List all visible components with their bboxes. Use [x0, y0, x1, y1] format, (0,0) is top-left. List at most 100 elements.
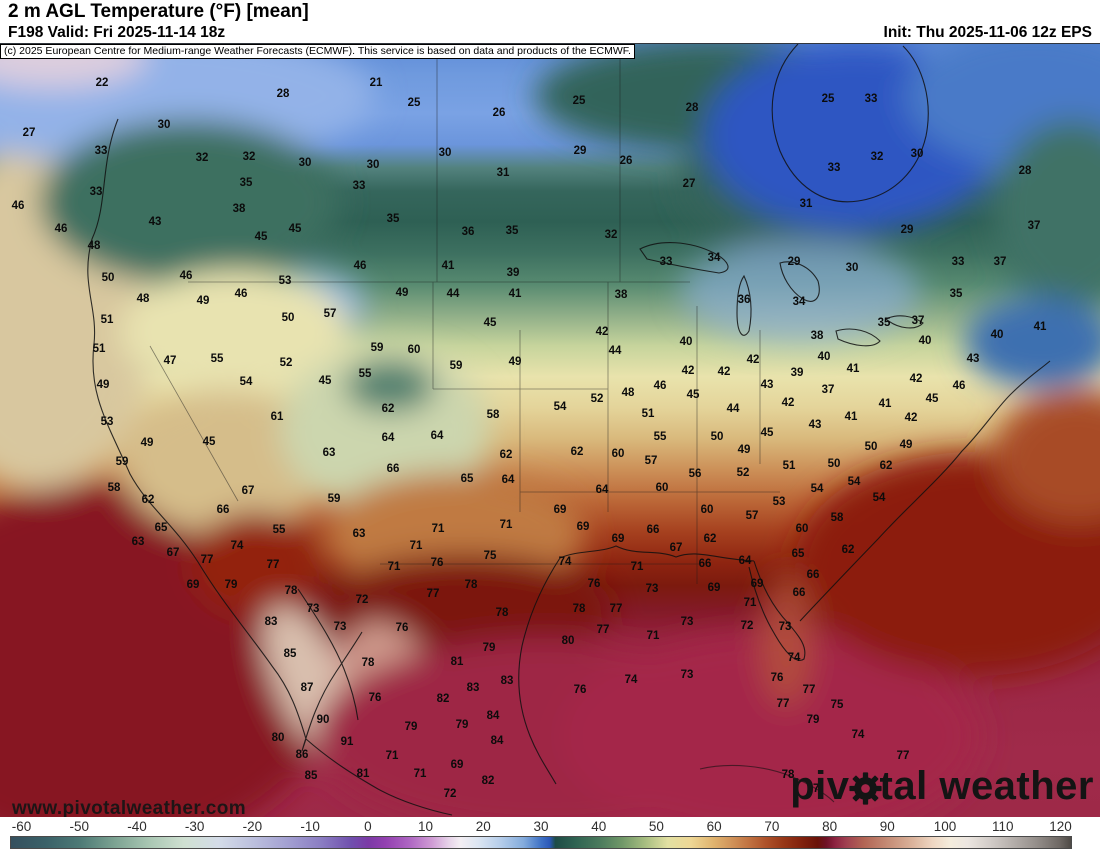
temp-value-label: 42 [904, 412, 918, 424]
temp-value-label: 33 [951, 256, 965, 268]
temp-value-label: 33 [659, 256, 673, 268]
temp-value-label: 59 [449, 360, 463, 372]
temp-value-label: 63 [322, 447, 336, 459]
color-scale-tick-label: 10 [418, 819, 434, 834]
temp-value-label: 71 [630, 561, 644, 573]
temp-value-label: 39 [506, 267, 520, 279]
temp-value-label: 57 [323, 308, 337, 320]
temp-value-label: 54 [872, 492, 886, 504]
temp-value-label: 82 [436, 693, 450, 705]
temp-value-label: 83 [466, 682, 480, 694]
temp-value-label: 71 [385, 750, 399, 762]
temp-value-label: 33 [352, 180, 366, 192]
temp-value-label: 59 [115, 456, 129, 468]
temp-value-label: 49 [395, 287, 409, 299]
temp-value-label: 76 [368, 692, 382, 704]
temp-value-label: 73 [680, 669, 694, 681]
temp-value-label: 62 [381, 403, 395, 415]
temp-value-label: 78 [284, 585, 298, 597]
temp-value-label: 33 [94, 145, 108, 157]
temp-value-label: 55 [653, 431, 667, 443]
color-scale-tick-label: -60 [11, 819, 32, 834]
temp-value-label: 91 [340, 736, 354, 748]
temp-value-label: 76 [770, 672, 784, 684]
temp-value-label: 62 [703, 533, 717, 545]
temp-value-label: 69 [611, 533, 625, 545]
copyright-bar: (c) 2025 European Centre for Medium-rang… [0, 44, 635, 59]
temp-value-label: 50 [281, 312, 295, 324]
temp-value-label: 49 [899, 439, 913, 451]
temp-value-label: 46 [11, 200, 25, 212]
temp-value-label: 32 [870, 151, 884, 163]
temp-value-label: 38 [614, 289, 628, 301]
color-scale-tick-label: 60 [706, 819, 722, 834]
temp-value-label: 71 [646, 630, 660, 642]
temp-value-label: 67 [166, 547, 180, 559]
temp-value-label: 77 [200, 554, 214, 566]
temp-value-label: 80 [271, 732, 285, 744]
temp-value-label: 41 [1033, 321, 1047, 333]
border-layer [149, 46, 780, 584]
temp-value-label: 81 [450, 656, 464, 668]
color-scale-bar [10, 836, 1072, 849]
temp-value-label: 71 [499, 519, 513, 531]
temp-value-label: 41 [844, 411, 858, 423]
temperature-labels-layer: 22 28 21 25 26 25 28 25 33 27 30 29 26 30 28 33 32 32 30 30… [0, 44, 1100, 817]
temp-value-label: 37 [993, 256, 1007, 268]
model-init-label: Init: Thu 2025-11-06 12z EPS [883, 24, 1092, 41]
temp-value-label: 59 [327, 493, 341, 505]
temp-value-label: 43 [148, 216, 162, 228]
temp-value-label: 32 [242, 151, 256, 163]
temp-value-label: 73 [645, 583, 659, 595]
temp-value-label: 25 [407, 97, 421, 109]
temp-value-label: 76 [587, 578, 601, 590]
temp-value-label: 62 [141, 494, 155, 506]
temp-value-label: 48 [87, 240, 101, 252]
temp-value-label: 78 [495, 607, 509, 619]
temp-value-label: 47 [163, 355, 177, 367]
temp-value-label: 50 [864, 441, 878, 453]
temp-value-label: 45 [925, 393, 939, 405]
temp-value-label: 30 [157, 119, 171, 131]
watermark-url: www.pivotalweather.com [12, 798, 247, 817]
temp-value-label: 74 [624, 674, 638, 686]
temp-value-label: 37 [821, 384, 835, 396]
temp-value-label: 52 [279, 357, 293, 369]
temp-value-label: 34 [707, 252, 721, 264]
temp-value-label: 50 [101, 272, 115, 284]
page-title: 2 m AGL Temperature (°F) [mean] [8, 1, 309, 22]
temp-value-label: 78 [464, 579, 478, 591]
temp-value-label: 28 [276, 88, 290, 100]
temp-value-label: 67 [241, 485, 255, 497]
temp-value-label: 60 [700, 504, 714, 516]
temp-value-label: 79 [404, 721, 418, 733]
temp-value-label: 30 [298, 157, 312, 169]
temp-value-label: 31 [799, 198, 813, 210]
temp-value-label: 49 [737, 444, 751, 456]
color-scale-tick-label: 40 [591, 819, 607, 834]
temp-value-label: 46 [179, 270, 193, 282]
temp-value-label: 62 [841, 544, 855, 556]
color-scale-tick-label: 30 [533, 819, 549, 834]
temp-value-label: 52 [736, 467, 750, 479]
temp-value-label: 48 [621, 387, 635, 399]
temp-value-label: 77 [802, 684, 816, 696]
temp-value-label: 80 [561, 635, 575, 647]
temp-value-label: 37 [1027, 220, 1041, 232]
temp-value-label: 73 [306, 603, 320, 615]
temp-value-label: 27 [22, 127, 36, 139]
temp-value-label: 58 [830, 512, 844, 524]
temp-value-label: 65 [791, 548, 805, 560]
coastline-layer [87, 44, 1051, 816]
temp-value-label: 83 [264, 616, 278, 628]
temp-value-label: 84 [490, 735, 504, 747]
color-scale-tick-label: 0 [364, 819, 372, 834]
temp-value-label: 64 [430, 430, 444, 442]
temp-value-label: 38 [810, 330, 824, 342]
temp-value-label: 77 [596, 624, 610, 636]
temp-value-label: 43 [808, 419, 822, 431]
temp-value-label: 41 [878, 398, 892, 410]
temp-value-label: 71 [743, 597, 757, 609]
temp-value-label: 34 [792, 296, 806, 308]
temp-value-label: 63 [131, 536, 145, 548]
